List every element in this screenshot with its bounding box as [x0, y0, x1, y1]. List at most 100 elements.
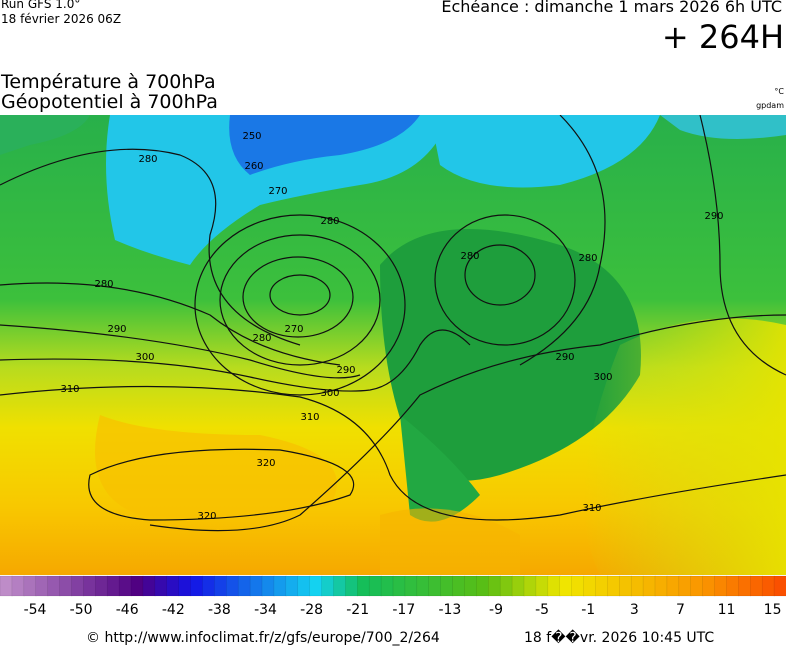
scale-swatch [595, 575, 609, 597]
scale-swatch [583, 575, 597, 597]
trough-green [380, 229, 641, 481]
scale-swatch [523, 575, 537, 597]
contour-label: 280 [460, 251, 479, 262]
contour-label: 310 [582, 503, 601, 514]
scale-swatch [118, 575, 132, 597]
contour-label: 320 [197, 511, 216, 522]
scale-swatch [285, 575, 299, 597]
scale-swatch [702, 575, 716, 597]
scale-swatch [368, 575, 382, 597]
scale-swatch [642, 575, 656, 597]
scale-swatch [166, 575, 180, 597]
scale-swatch [750, 575, 763, 597]
scale-swatch [130, 575, 144, 597]
contour-label: 290 [555, 352, 574, 363]
scale-swatch [202, 575, 216, 597]
scale-label: 15 [764, 602, 782, 618]
scale-label: 3 [630, 602, 639, 618]
scale-label: -21 [346, 602, 369, 618]
scale-swatch [607, 575, 621, 597]
warm-east [584, 318, 786, 575]
warm-orange [95, 415, 337, 519]
scale-swatch [714, 575, 728, 597]
scale-swatch [511, 575, 525, 597]
valid-time: Echéance : dimanche 1 mars 2026 6h UTC [441, 0, 782, 16]
contour-label: 280 [138, 154, 157, 165]
scale-swatch [726, 575, 740, 597]
contour-label: 250 [242, 131, 261, 142]
contour-label: 320 [256, 458, 275, 469]
unit-temp: °C [774, 87, 784, 96]
scale-swatch [226, 575, 239, 597]
scale-swatch [261, 575, 275, 597]
scale-label: -28 [300, 602, 323, 618]
scale-swatch [630, 575, 644, 597]
scale-swatch [333, 575, 347, 597]
scale-swatch [392, 575, 406, 597]
scale-swatch [690, 575, 704, 597]
scale-label: -46 [116, 602, 139, 618]
contour-label: 300 [320, 388, 339, 399]
footer-date: 18 f��vr. 2026 10:45 UTC [524, 630, 715, 646]
scale-swatch [11, 575, 25, 597]
scale-label: -17 [392, 602, 415, 618]
scale-swatch [237, 575, 251, 597]
scale-swatch [249, 575, 263, 597]
scale-swatch [35, 575, 49, 597]
trough-green [400, 415, 480, 522]
unit-geo: gpdam [756, 101, 784, 110]
scale-swatch [440, 575, 454, 597]
contour-label: 270 [284, 324, 303, 335]
cold-cyan [106, 115, 450, 265]
scale-swatch [761, 575, 775, 597]
scale-swatch [47, 575, 61, 597]
title-geo: Géopotentiel à 700hPa [1, 91, 218, 113]
scale-swatch [95, 575, 108, 597]
scale-swatch [321, 575, 335, 597]
scale-label: 11 [718, 602, 736, 618]
scale-label: -9 [489, 602, 503, 618]
contour-label: 280 [252, 333, 271, 344]
cold-cyan [660, 115, 786, 139]
scale-swatch [59, 575, 73, 597]
footer-source: © http://www.infoclimat.fr/z/gfs/europe/… [86, 630, 440, 646]
scale-swatch [380, 575, 394, 597]
scale-swatch [154, 575, 168, 597]
contour-label: 270 [268, 186, 287, 197]
lead-time: + 264H [661, 18, 784, 56]
contour-label: 300 [135, 352, 154, 363]
scale-swatch [499, 575, 513, 597]
scale-swatch [571, 575, 585, 597]
scale-swatch [357, 575, 370, 597]
contour-label: 290 [107, 324, 126, 335]
scale-swatch [476, 575, 490, 597]
contour-label: 290 [704, 211, 723, 222]
scale-swatch [83, 575, 97, 597]
contour-label: 280 [578, 253, 597, 264]
scale-swatch [738, 575, 752, 597]
scale-swatch [309, 575, 323, 597]
scale-swatch [142, 575, 156, 597]
scale-swatch [619, 575, 632, 597]
scale-label: 7 [676, 602, 685, 618]
scale-swatch [190, 575, 204, 597]
scale-swatch [23, 575, 37, 597]
scale-label: -42 [162, 602, 185, 618]
scale-label: -5 [535, 602, 549, 618]
scale-swatch [345, 575, 359, 597]
contour-label: 310 [60, 384, 79, 395]
contour-label: 310 [300, 412, 319, 423]
scale-label: -38 [208, 602, 231, 618]
scale-swatch [559, 575, 573, 597]
scale-swatch [535, 575, 549, 597]
contour-label: 300 [593, 372, 612, 383]
scale-label: -1 [581, 602, 595, 618]
scale-swatch [178, 575, 192, 597]
cold-blue [229, 115, 420, 175]
scale-swatch [547, 575, 561, 597]
scale-swatch [452, 575, 466, 597]
scale-swatch [678, 575, 692, 597]
scale-swatch [214, 575, 228, 597]
scale-label: -13 [438, 602, 461, 618]
